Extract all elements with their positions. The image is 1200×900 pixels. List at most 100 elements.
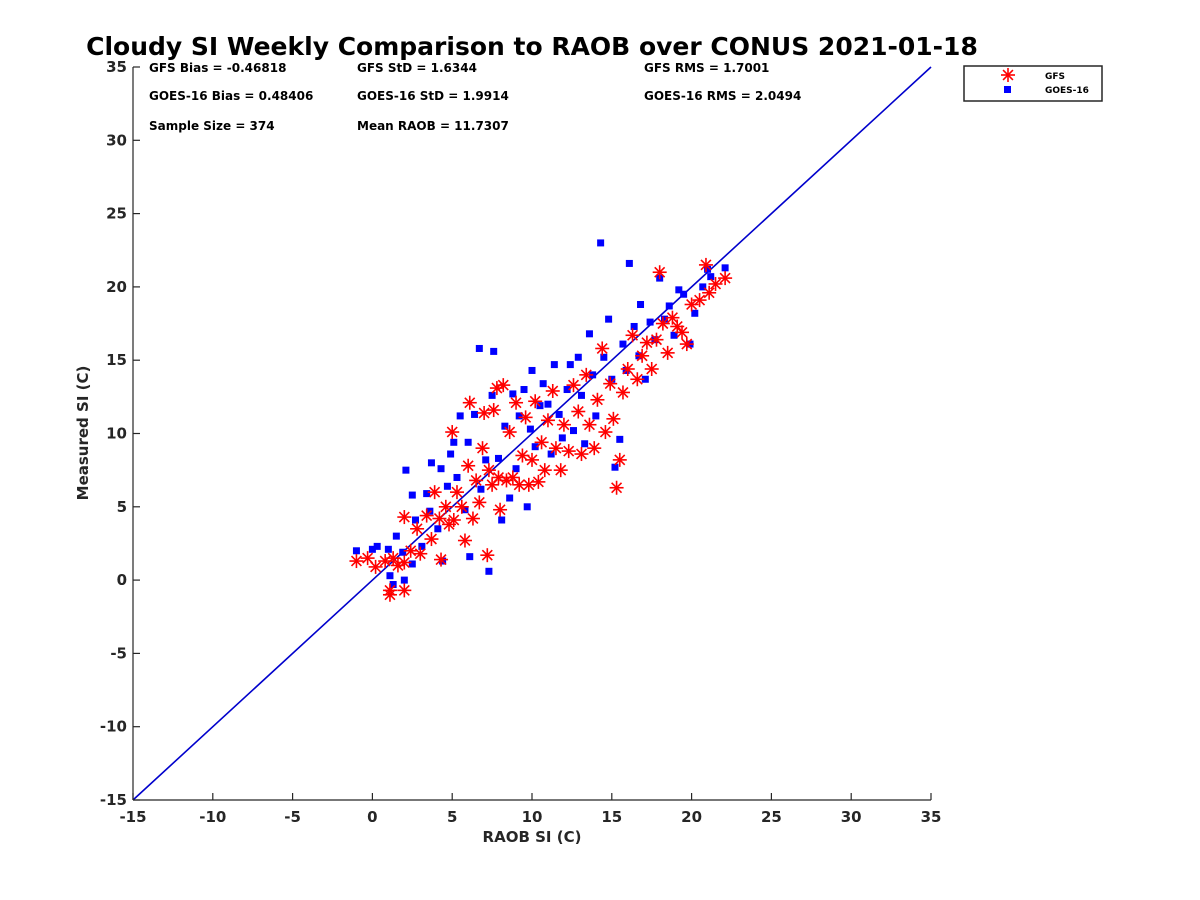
stat-gfs-bias: GFS Bias = -0.46818 (149, 61, 286, 75)
goes-16-point (563, 386, 571, 394)
chart-title: Cloudy SI Weekly Comparison to RAOB over… (86, 32, 978, 61)
gfs-point (718, 271, 733, 286)
goes-16-point (574, 353, 582, 361)
y-tick-label: 10 (106, 425, 127, 443)
y-tick-label: -5 (110, 644, 127, 662)
x-tick-label: 5 (447, 808, 457, 826)
goes-16-point (434, 525, 442, 533)
gfs-point (612, 452, 627, 467)
goes-16-point (721, 264, 729, 272)
goes-16-point (704, 265, 712, 273)
data-points (349, 239, 733, 602)
y-tick-label: 15 (106, 351, 127, 369)
y-axis-label: Measured SI (C) (74, 366, 92, 501)
goes-16-point (482, 456, 490, 464)
gfs-point (702, 285, 717, 300)
y-tick-label: 5 (117, 498, 127, 516)
goes-16-point (616, 435, 624, 443)
goes-16-point (399, 548, 407, 556)
goes-16-point (544, 400, 552, 408)
gfs-point (609, 480, 624, 495)
x-tick-label: 30 (841, 808, 862, 826)
gfs-point (403, 543, 418, 558)
gfs-point (545, 383, 560, 398)
stat-goes-rms: GOES-16 RMS = 2.0494 (644, 89, 801, 103)
goes-16-point (665, 302, 673, 310)
goes-16-point (515, 412, 523, 420)
gfs-point (469, 473, 484, 488)
gfs-point (493, 502, 508, 517)
gfs-point (625, 328, 640, 343)
gfs-point (566, 378, 581, 393)
goes-16-point (526, 425, 534, 433)
goes-16-point (411, 516, 419, 524)
gfs-point (496, 378, 511, 393)
gfs-point (432, 511, 447, 526)
goes-16-point (558, 434, 566, 442)
goes-16-point (675, 286, 683, 294)
gfs-point (481, 463, 496, 478)
goes-16-point (577, 391, 585, 399)
goes-16-point (490, 347, 498, 355)
stat-gfs-std: GFS StD = 1.6344 (357, 61, 477, 75)
stats-annotations: GFS Bias = -0.46818 GFS StD = 1.6344 GFS… (149, 61, 801, 133)
goes-16-point (423, 490, 431, 498)
goes-16-point (699, 283, 707, 291)
goes-16-point (630, 322, 638, 330)
gfs-point (548, 441, 563, 456)
goes-16-point (466, 553, 474, 561)
gfs-point (582, 417, 597, 432)
goes-16-point (581, 440, 589, 448)
gfs-point (438, 499, 453, 514)
goes-16-point (447, 450, 455, 458)
goes-16-point (566, 361, 574, 369)
goes-16-point (585, 330, 593, 338)
goes-16-point (512, 465, 520, 473)
gfs-point (434, 552, 449, 567)
gfs-point (475, 441, 490, 456)
gfs-point (574, 447, 589, 462)
y-tick-label: -15 (100, 791, 127, 809)
stat-gfs-rms: GFS RMS = 1.7001 (644, 61, 769, 75)
x-axis-ticks: -15 -10 -5 0 5 10 15 20 25 30 35 (119, 793, 941, 826)
goes-16-point (477, 485, 485, 493)
gfs-point (649, 332, 664, 347)
x-tick-label: 0 (367, 808, 377, 826)
y-tick-label: 30 (106, 131, 127, 149)
goes-16-point (691, 309, 699, 317)
x-tick-label: 20 (681, 808, 702, 826)
goes-16-point (464, 438, 472, 446)
gfs-point (489, 381, 504, 396)
goes-16-point (494, 454, 502, 462)
gfs-point (630, 372, 645, 387)
goes-16-point (373, 542, 381, 550)
gfs-point (698, 257, 713, 272)
goes-16-point (531, 443, 539, 451)
gfs-point (644, 361, 659, 376)
goes-16-point (392, 532, 400, 540)
x-tick-label: 15 (601, 808, 622, 826)
gfs-point (480, 548, 495, 563)
gfs-point (427, 485, 442, 500)
gfs-point (652, 265, 667, 280)
gfs-point (413, 546, 428, 561)
goes-16-point (453, 473, 461, 481)
goes-16-point (501, 422, 509, 430)
goes-16-point (625, 259, 633, 267)
gfs-point (457, 533, 472, 548)
gfs-point (349, 554, 364, 569)
gfs-point (449, 485, 464, 500)
goes-16-point (471, 410, 479, 418)
x-tick-label: -5 (284, 808, 301, 826)
gfs-point (465, 511, 480, 526)
legend-gfs-asterisk-icon (1001, 68, 1015, 82)
legend-goes-square-icon (1004, 86, 1011, 93)
goes-16-point (509, 390, 517, 398)
goes-16-point (637, 300, 645, 308)
gfs-point (598, 425, 613, 440)
gfs-point (397, 583, 412, 598)
y-tick-label: -10 (100, 718, 127, 736)
gfs-point (675, 325, 690, 340)
goes-16-point (619, 340, 627, 348)
